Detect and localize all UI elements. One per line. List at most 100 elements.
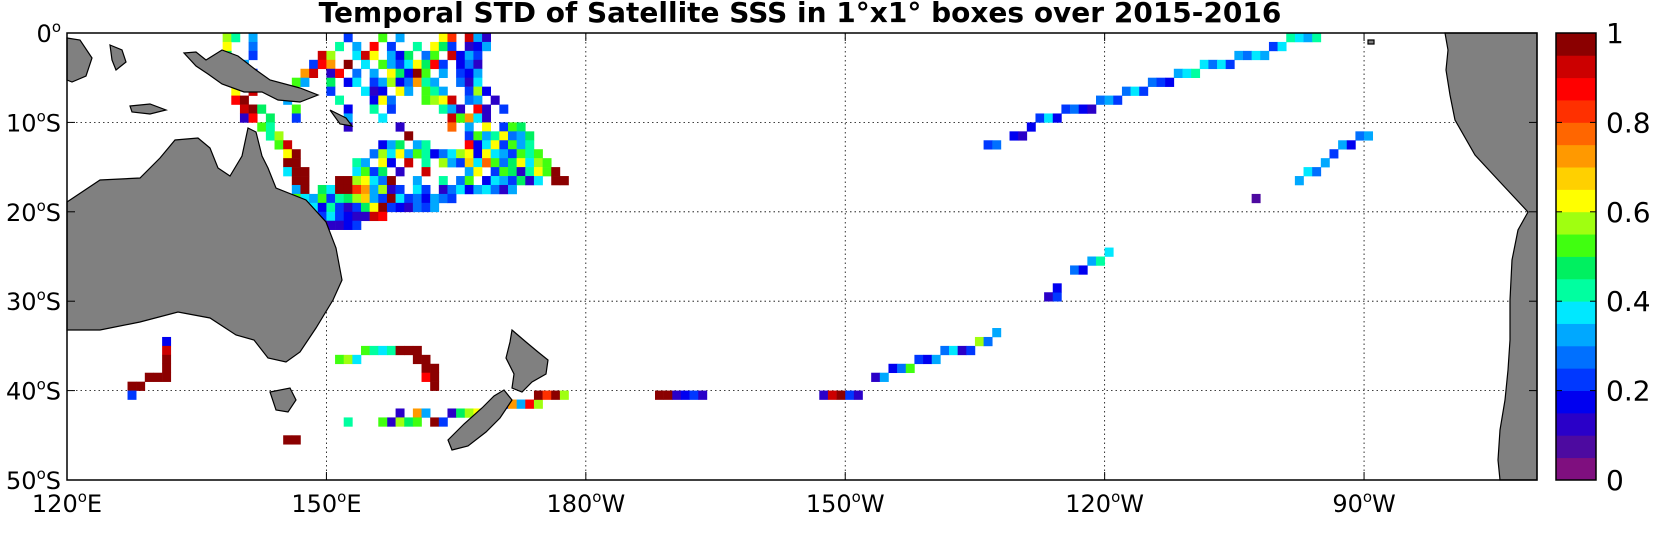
heatmap-cell [1087,104,1097,114]
heatmap-cell [473,184,483,195]
heatmap-cell [412,77,422,87]
heatmap-cell [499,122,509,132]
x-tick-label: 120oE [32,488,102,518]
heatmap-cell [490,140,500,150]
heatmap-cell [412,176,422,186]
heatmap-cell [516,149,526,159]
heatmap-cell [992,328,1002,338]
heatmap-cell [499,131,509,141]
heatmap-cell [456,158,466,168]
heatmap-cell [516,167,526,177]
heatmap-cell [395,193,405,204]
colorbar-tick-label: 1 [1606,17,1624,50]
heatmap-cell [335,184,345,195]
heatmap-cell [430,41,440,52]
heatmap-cell [386,149,396,159]
heatmap-cell [447,50,457,61]
heatmap-cell [655,390,664,400]
heatmap-cell [430,202,440,213]
heatmap-cell [1087,256,1097,266]
heatmap-cell [421,202,431,213]
heatmap-cell [888,363,898,374]
heatmap-cell [447,41,457,52]
heatmap-cell [283,167,293,177]
heatmap-cell [412,149,422,159]
colorbar-tick-label: 0.8 [1606,106,1651,139]
colorbar-segment [1556,412,1596,436]
heatmap-cell [516,122,526,132]
heatmap-cell [222,33,232,43]
heatmap-cell [369,95,379,105]
heatmap-cell [1191,68,1201,78]
heatmap-cell [1320,158,1330,168]
heatmap-cell [300,184,310,195]
heatmap-cell [438,149,448,159]
heatmap-cell [378,184,388,195]
colorbar-segment [1556,55,1596,79]
heatmap-cell [386,193,396,204]
heatmap-cell [326,59,336,70]
heatmap-cell [317,50,327,61]
heatmap-cell [291,184,301,195]
colorbar-segment [1556,435,1596,459]
heatmap-cell [1104,247,1114,257]
heatmap-cell [473,95,483,105]
heatmap-cell [378,193,388,204]
heatmap-cell [698,390,708,400]
heatmap-cell [361,211,370,222]
heatmap-cell [343,113,353,123]
heatmap-cell [447,122,457,132]
heatmap-cell [508,399,517,409]
heatmap-cell [499,104,509,114]
heatmap-cell [317,184,327,195]
heatmap-cell [663,390,673,400]
heatmap-cell [456,59,466,70]
heatmap-cell [542,167,552,177]
heatmap-cell [1078,104,1088,114]
heatmap-cell [1234,50,1244,61]
land-south-america [1444,32,1538,481]
heatmap-cell [430,50,440,61]
heatmap-cell [1147,77,1157,87]
colorbar-segment [1556,144,1596,168]
heatmap-cell [447,184,457,195]
heatmap-cell [395,68,405,78]
heatmap-cell [326,202,336,213]
x-tick-label: 90oW [1332,488,1395,518]
heatmap-cell [335,202,345,213]
heatmap-cell [1173,68,1183,78]
heatmap-cell [369,77,379,87]
heatmap-cell [430,363,440,374]
colorbar-segment [1556,77,1596,101]
heatmap-cell [508,184,517,195]
heatmap-cell [482,122,492,132]
heatmap-cell [1113,95,1123,105]
heatmap-cell [369,211,379,222]
heatmap-cell [508,140,517,150]
heatmap-cell [343,417,353,427]
heatmap-cell [378,158,388,168]
colorbar-segment [1556,234,1596,257]
heatmap-cell [940,345,950,356]
heatmap-cell [361,59,370,70]
heatmap-cell [430,86,440,96]
heatmap-cell [386,59,396,70]
heatmap-cell [412,68,422,78]
heatmap-cell [499,184,509,195]
heatmap-cell [983,140,993,150]
heatmap-cell [231,86,241,96]
colorbar-segment [1556,256,1596,280]
heatmap-cell [482,149,492,159]
y-axis-ticks: 0o 10oS 20oS 30oS 40oS 50oS [6,18,1537,495]
heatmap-cell [404,59,414,70]
heatmap-cell [897,363,907,374]
heatmap-cell [343,122,353,132]
heatmap-cell [300,193,310,204]
heatmap-cell [430,149,440,159]
heatmap-cell [456,149,466,159]
heatmap-cell [1286,33,1296,43]
heatmap-cell [343,104,353,114]
colorbar-segment [1556,189,1596,213]
heatmap-cell [1303,33,1313,43]
